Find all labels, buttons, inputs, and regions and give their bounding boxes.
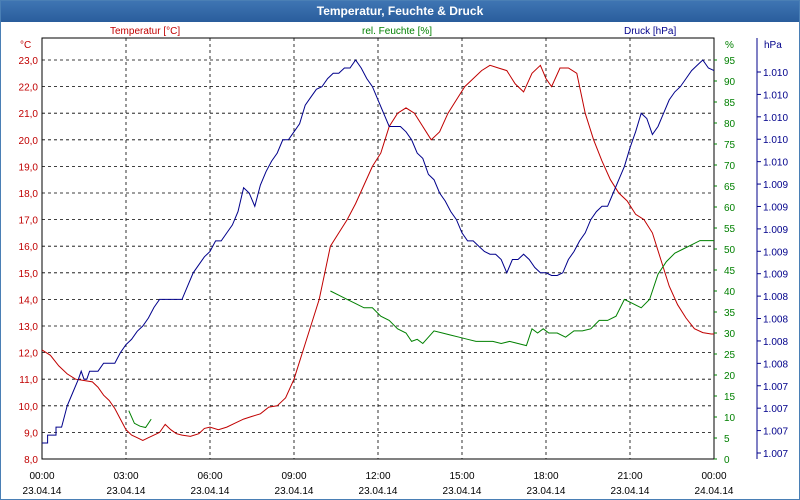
right1-tick-label: 30 <box>724 329 736 340</box>
x-tick-date: 23.04.14 <box>191 486 230 497</box>
right2-tick-label: 1.010 <box>763 158 788 169</box>
x-tick-time: 06:00 <box>197 471 222 482</box>
series <box>41 59 715 444</box>
left-tick-label: 20,0 <box>19 136 39 147</box>
x-tick-date: 23.04.14 <box>527 486 566 497</box>
right2-tick-label: 1.008 <box>763 315 788 326</box>
right1-tick-label: 70 <box>724 161 736 172</box>
pressure-axis-label: Druck [hPa] <box>624 26 676 37</box>
right1-tick-label: 55 <box>724 224 736 235</box>
x-tick-time: 15:00 <box>449 471 474 482</box>
right2-tick-label: 1.009 <box>763 247 788 258</box>
x-tick-date: 23.04.14 <box>23 486 62 497</box>
right2-tick-label: 1.009 <box>763 225 788 236</box>
right2-tick-label: 1.008 <box>763 292 788 303</box>
right1-tick-label: 60 <box>724 203 736 214</box>
left-tick-label: 15,0 <box>19 269 39 280</box>
right2-tick-label: 1.010 <box>763 135 788 146</box>
left-tick-label: 18,0 <box>19 189 39 200</box>
left-tick-label: 21,0 <box>19 109 39 120</box>
temperature-axis-label: Temperatur [°C] <box>110 26 180 37</box>
left-tick-label: 14,0 <box>19 295 39 306</box>
x-tick-time: 12:00 <box>365 471 390 482</box>
left-tick-label: 13,0 <box>19 322 39 333</box>
right1-tick-label: 50 <box>724 245 736 256</box>
right1-tick-label: 40 <box>724 287 736 298</box>
right2-tick-label: 1.008 <box>763 359 788 370</box>
right1-tick-label: 85 <box>724 98 736 109</box>
right2-tick-label: 1.010 <box>763 113 788 124</box>
left-tick-label: 10,0 <box>19 402 39 413</box>
axes: 8,0 9,0 10,0 11,0 12,0 13,0 14,0 15,0 16,0 17,0 18… <box>19 38 788 497</box>
left-tick-label: 22,0 <box>19 83 39 94</box>
x-tick-date: 23.04.14 <box>107 486 146 497</box>
series-line <box>330 240 714 347</box>
right2-unit: hPa <box>764 40 782 51</box>
humidity-axis-label: rel. Feuchte [%] <box>362 26 432 37</box>
right1-tick-label: 35 <box>724 308 736 319</box>
right2-tick-label: 1.007 <box>763 404 788 415</box>
right1-tick-label: 65 <box>724 182 736 193</box>
x-tick-date: 23.04.14 <box>275 486 314 497</box>
x-tick-date: 23.04.14 <box>611 486 650 497</box>
right1-tick-label: 90 <box>724 77 736 88</box>
right2-tick-label: 1.009 <box>763 180 788 191</box>
x-tick-time: 03:00 <box>113 471 138 482</box>
right2-tick-label: 1.008 <box>763 337 788 348</box>
left-tick-label: 9,0 <box>24 428 38 439</box>
series-line <box>41 64 714 441</box>
right1-tick-label: 75 <box>724 140 736 151</box>
x-tick-date: 23.04.14 <box>443 486 482 497</box>
right1-tick-label: 15 <box>724 392 736 403</box>
left-tick-label: 23,0 <box>19 56 39 67</box>
x-tick-time: 21:00 <box>617 471 642 482</box>
right2-tick-label: 1.007 <box>763 427 788 438</box>
left-unit: °C <box>20 40 31 51</box>
x-tick-time: 09:00 <box>281 471 306 482</box>
x-tick-time: 00:00 <box>701 471 726 482</box>
left-tick-label: 11,0 <box>19 375 38 386</box>
right1-tick-label: 25 <box>724 350 736 361</box>
left-tick-label: 8,0 <box>24 455 38 466</box>
right1-tick-label: 20 <box>724 371 736 382</box>
right2-tick-label: 1.010 <box>763 90 788 101</box>
left-tick-label: 12,0 <box>19 349 39 360</box>
window-title: Temperatur, Feuchte & Druck <box>1 1 799 22</box>
grid <box>42 38 714 459</box>
x-tick-date: 23.04.14 <box>359 486 398 497</box>
x-tick-time: 00:00 <box>29 471 54 482</box>
right2-tick-label: 1.009 <box>763 202 788 213</box>
x-tick-date: 24.04.14 <box>695 486 734 497</box>
x-tick-time: 18:00 <box>533 471 558 482</box>
series-line <box>42 59 715 444</box>
right1-tick-label: 95 <box>724 56 736 67</box>
right2-tick-label: 1.010 <box>763 68 788 79</box>
series-line <box>128 410 152 429</box>
right1-unit: % <box>725 40 734 51</box>
right2-tick-label: 1.007 <box>763 449 788 460</box>
right1-tick-label: 45 <box>724 266 736 277</box>
right1-tick-label: 5 <box>724 434 730 445</box>
left-tick-label: 17,0 <box>19 216 39 227</box>
left-tick-label: 16,0 <box>19 242 39 253</box>
right2-tick-label: 1.007 <box>763 382 788 393</box>
right2-tick-label: 1.009 <box>763 270 788 281</box>
right1-tick-label: 80 <box>724 119 736 130</box>
left-tick-label: 19,0 <box>19 162 39 173</box>
right1-tick-label: 10 <box>724 413 736 424</box>
right1-tick-label: 0 <box>724 455 730 466</box>
